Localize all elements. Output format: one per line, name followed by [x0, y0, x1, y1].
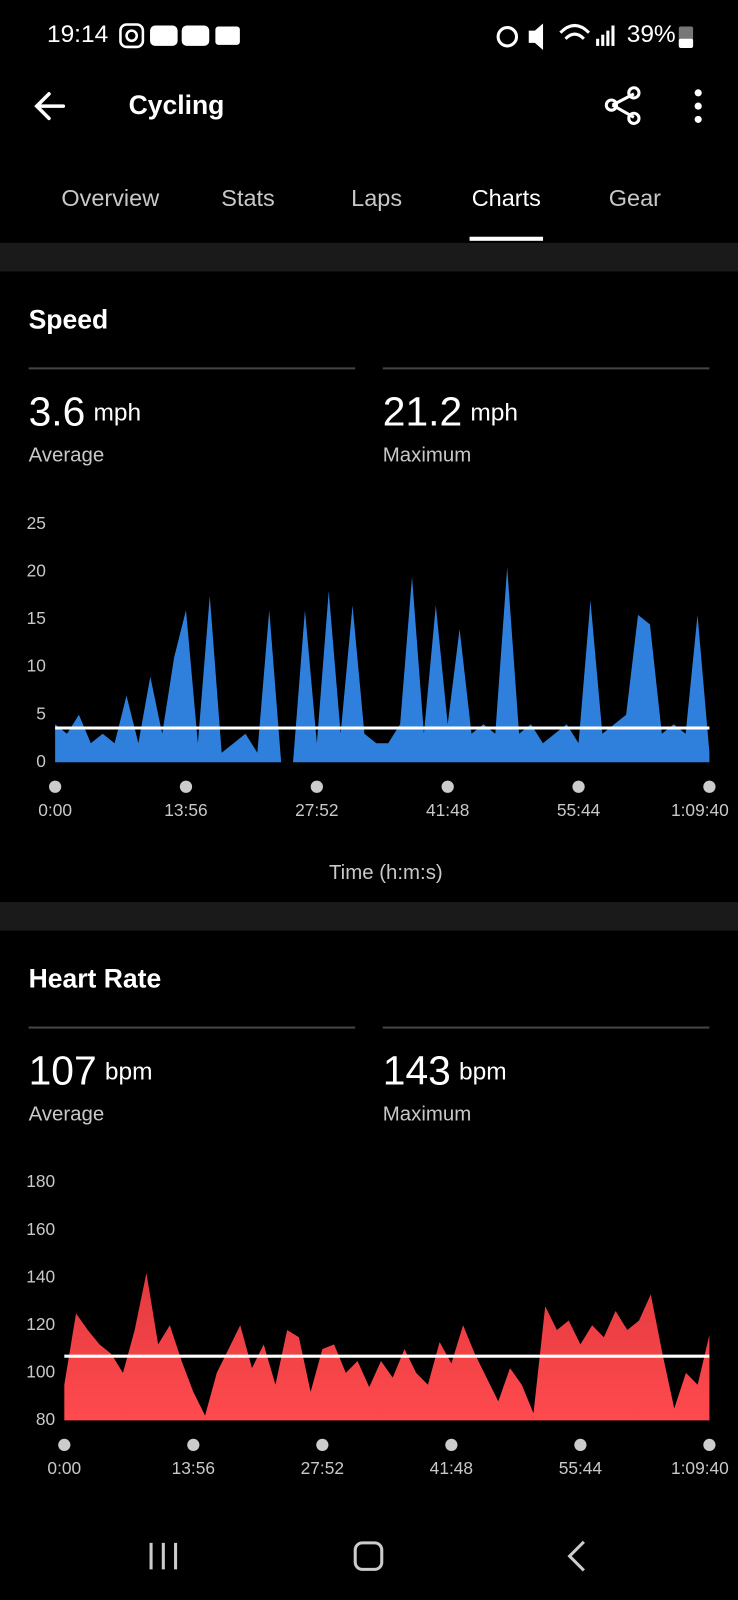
- tab[interactable]: Gear: [609, 185, 661, 211]
- back-button[interactable]: [34, 92, 66, 121]
- x-tick-label: 1:09:40: [671, 1458, 729, 1478]
- x-tick-label: 55:44: [559, 1458, 603, 1478]
- stat-label: Maximum: [383, 1104, 471, 1126]
- x-tick-label: 27:52: [295, 800, 338, 820]
- x-tick-label: 0:00: [38, 800, 72, 820]
- tab[interactable]: Overview: [61, 185, 159, 211]
- x-tick-label: 41:48: [426, 800, 469, 820]
- y-tick-label: 10: [27, 656, 46, 676]
- tab-bar: Overview Stats Laps Charts Gear: [61, 185, 661, 241]
- stat-value: 107: [29, 1047, 97, 1093]
- stat-value: 21.2: [383, 388, 462, 434]
- y-tick-label: 0: [36, 751, 46, 771]
- tab[interactable]: Laps: [351, 185, 402, 211]
- x-tick-dot: [48, 780, 62, 793]
- status-time: 19:14: [47, 21, 108, 48]
- y-tick-label: 80: [36, 1409, 55, 1429]
- nav-bar: [149, 1540, 585, 1572]
- x-tick-label: 27:52: [301, 1458, 344, 1478]
- share-button[interactable]: [604, 86, 641, 125]
- stat-label: Average: [29, 1104, 105, 1126]
- x-tick-dot: [445, 1438, 458, 1452]
- x-tick-dot: [703, 780, 716, 793]
- area: [64, 1273, 710, 1421]
- x-tick-dot: [187, 1438, 200, 1452]
- more-button[interactable]: [694, 89, 702, 123]
- home-button[interactable]: [353, 1541, 384, 1571]
- stat: 3.6 mph: [29, 388, 142, 434]
- status-icons: [119, 23, 694, 50]
- x-tick-label: 13:56: [164, 800, 207, 820]
- stat-label: Maximum: [383, 445, 471, 467]
- sections: Speed 3.6 mph Average 21.2 mph Maximum 0 5 10 15 20…: [26, 304, 729, 1478]
- x-tick-dot: [316, 1438, 329, 1452]
- x-axis-title: Time (h:m:s): [329, 862, 443, 884]
- y-tick-label: 100: [26, 1361, 55, 1381]
- x-tick-label: 41:48: [430, 1458, 473, 1478]
- stat: 107 bpm: [29, 1047, 153, 1093]
- x-tick-label: 55:44: [557, 800, 601, 820]
- x-tick-dot: [179, 780, 193, 793]
- stat-unit: mph: [470, 400, 518, 427]
- area: [55, 567, 710, 763]
- chart: 0 5 10 15 20 25 0:00 13:56 27:52 41:48 55:44 1:09:4…: [27, 513, 729, 884]
- stat: 143 bpm: [383, 1047, 507, 1093]
- x-tick-label: 1:09:40: [671, 800, 729, 820]
- tab[interactable]: Charts: [472, 185, 541, 211]
- section-title: Heart Rate: [29, 964, 162, 994]
- section-title: Speed: [29, 304, 109, 334]
- y-tick-label: 160: [26, 1219, 55, 1239]
- y-tick-label: 180: [26, 1171, 55, 1191]
- stat-unit: mph: [94, 400, 142, 427]
- section-separator: [0, 902, 738, 931]
- x-tick-dot: [441, 780, 454, 793]
- x-tick-dot: [703, 1438, 716, 1452]
- page-title: Cycling: [129, 90, 225, 120]
- stat-label: Average: [29, 445, 105, 467]
- stat-unit: bpm: [459, 1059, 507, 1086]
- x-tick-dot: [58, 1438, 71, 1452]
- recents-button[interactable]: [149, 1542, 178, 1570]
- y-tick-label: 15: [27, 608, 46, 628]
- section-separator: [0, 242, 738, 272]
- y-tick-label: 25: [27, 513, 46, 533]
- tab[interactable]: Stats: [221, 185, 274, 211]
- y-tick-label: 120: [26, 1314, 55, 1334]
- x-tick-dot: [310, 780, 323, 793]
- chart: 80 100 120 140 160 180 0:00 13:56 27:52 41:48 55:4…: [26, 1171, 729, 1478]
- nav-back-button[interactable]: [567, 1540, 585, 1572]
- stat-value: 143: [383, 1047, 451, 1093]
- y-tick-label: 20: [27, 561, 46, 581]
- stat-value: 3.6: [29, 388, 86, 434]
- stat: 21.2 mph: [383, 388, 518, 434]
- x-tick-label: 0:00: [47, 1458, 81, 1478]
- x-tick-label: 13:56: [172, 1458, 215, 1478]
- x-tick-dot: [574, 1438, 587, 1452]
- x-tick-dot: [572, 780, 585, 793]
- y-tick-label: 5: [36, 703, 46, 723]
- stat-unit: bpm: [105, 1059, 153, 1086]
- tab-indicator: [469, 236, 544, 241]
- y-tick-label: 140: [26, 1266, 55, 1286]
- battery-level: 39%: [627, 21, 676, 48]
